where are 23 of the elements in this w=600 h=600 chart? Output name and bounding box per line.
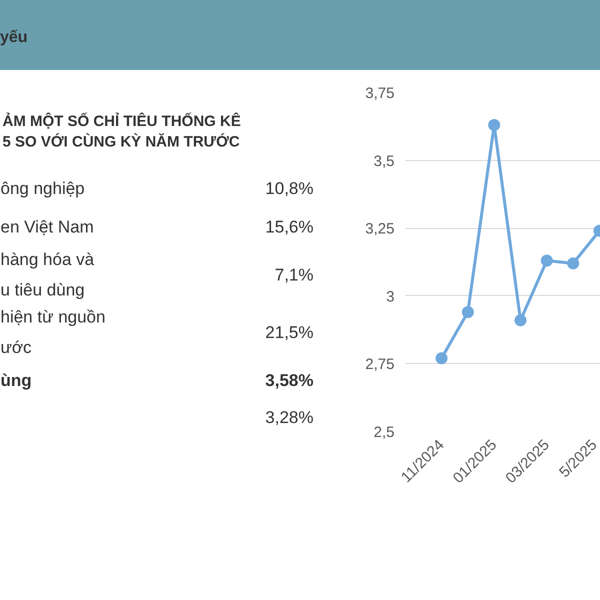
point: [514, 314, 526, 326]
y-tick-label: 3: [386, 288, 394, 306]
y-tick-label: 3,5: [374, 152, 395, 170]
point: [462, 306, 474, 318]
text: ông nghiệp: [0, 178, 85, 198]
text: 10,8%: [265, 178, 314, 198]
text: ùng: [0, 370, 32, 390]
text: 3,28%: [265, 408, 314, 427]
text: 7,1%: [274, 265, 314, 284]
text: yếu: [0, 28, 28, 48]
y-tick-label: 3,75: [365, 85, 395, 102]
text: 21,5%: [265, 322, 314, 342]
y-tick-label: 3,25: [365, 220, 395, 238]
point: [567, 257, 580, 270]
text: ẢM MỘT SỐ CHỈ TIÊU THỐNG KÊ 5 SO VỚI CÙNG KỲ NĂM TRƯỚC: [2, 112, 241, 150]
point: [540, 254, 553, 267]
text: en Việt Nam: [0, 217, 94, 236]
point: [488, 119, 500, 132]
text: 15,6%: [265, 217, 314, 236]
y-tick-label: 2,75: [365, 356, 395, 374]
y-tick-label: 2,5: [374, 424, 395, 441]
text: 3,58%: [265, 370, 314, 390]
point: [436, 352, 448, 364]
